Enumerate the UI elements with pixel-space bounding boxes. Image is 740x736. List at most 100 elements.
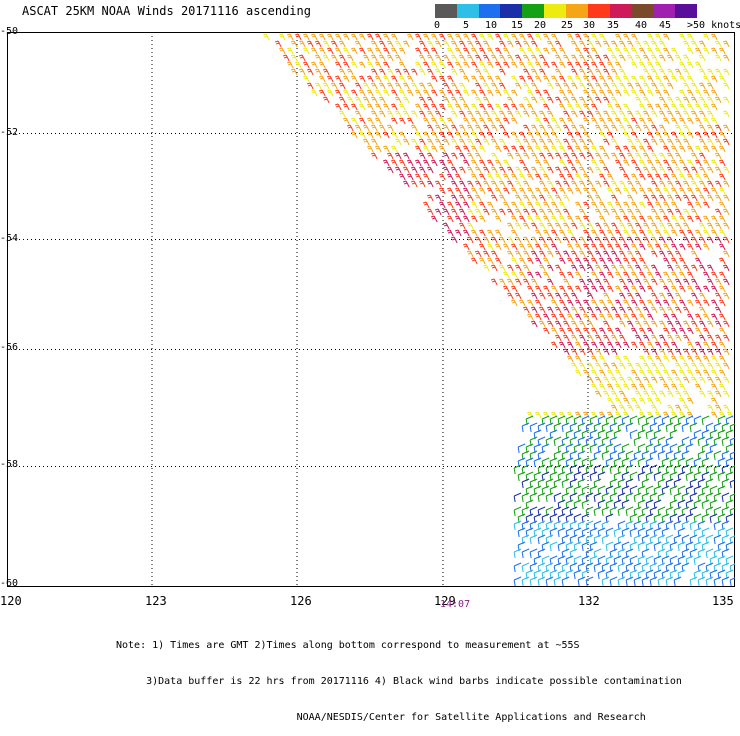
wind-barb <box>342 75 350 83</box>
wind-barb <box>682 404 690 412</box>
wind-barb <box>358 47 366 55</box>
wind-barb <box>458 222 466 230</box>
wind-barb <box>398 61 406 69</box>
wind-barb <box>642 320 650 328</box>
wind-barb <box>594 180 602 188</box>
wind-barb <box>538 320 546 328</box>
wind-barb <box>514 166 522 174</box>
wind-barb <box>574 145 582 153</box>
wind-barb <box>618 68 626 76</box>
wind-barb <box>658 278 666 286</box>
wind-barb <box>550 187 558 195</box>
wind-barb <box>562 250 570 258</box>
wind-barb <box>586 110 594 118</box>
wind-barb <box>538 236 546 244</box>
wind-barb <box>694 285 702 293</box>
wind-barb <box>590 47 598 55</box>
wind-barb <box>674 208 682 216</box>
wind-barb <box>682 110 690 118</box>
wind-barb <box>574 271 582 279</box>
wind-barb <box>558 257 566 265</box>
wind-barb <box>718 411 726 419</box>
wind-barb <box>502 89 510 97</box>
wind-barb <box>318 75 326 83</box>
wind-barb <box>354 110 362 118</box>
wind-barb <box>686 103 694 111</box>
wind-barb <box>510 257 518 265</box>
wind-barb <box>314 68 322 76</box>
wind-barb <box>594 54 602 62</box>
wind-barb <box>406 117 414 125</box>
wind-barb <box>718 271 726 279</box>
wind-barb <box>606 117 614 125</box>
wind-barb <box>478 131 486 139</box>
wind-barb <box>570 138 578 146</box>
wind-barb <box>626 292 634 300</box>
wind-barb <box>718 75 726 83</box>
wind-barb <box>598 285 606 293</box>
wind-barb <box>570 292 578 300</box>
wind-barb <box>602 348 610 356</box>
wind-barb <box>654 341 662 349</box>
wind-barb <box>350 103 358 111</box>
wind-barb <box>482 96 490 104</box>
wind-barb <box>454 61 462 69</box>
wind-barb <box>426 208 434 216</box>
wind-barb <box>622 397 630 405</box>
wind-barb <box>646 187 654 195</box>
wind-barb <box>669 485 678 496</box>
wind-barb <box>526 75 534 83</box>
wind-barb <box>590 201 598 209</box>
wind-barb <box>598 369 606 377</box>
wind-barb <box>702 159 710 167</box>
wind-barb <box>430 61 438 69</box>
legend-swatch <box>609 4 632 18</box>
wind-barb <box>526 145 534 153</box>
wind-barb <box>398 103 406 111</box>
wind-barb <box>678 411 686 419</box>
wind-barb <box>386 40 394 48</box>
wind-barb <box>534 285 542 293</box>
wind-barb <box>573 569 582 580</box>
wind-barb <box>378 96 386 104</box>
wind-barb <box>686 187 694 195</box>
wind-barb <box>514 82 522 90</box>
wind-barb <box>642 236 650 244</box>
wind-barb <box>666 166 674 174</box>
wind-barb <box>662 411 670 419</box>
wind-barb <box>646 327 654 335</box>
wind-barb <box>426 96 434 104</box>
wind-barb <box>582 257 590 265</box>
wind-barb <box>654 33 662 41</box>
wind-barb <box>654 75 662 83</box>
wind-barb <box>598 355 606 363</box>
wind-barb <box>718 159 726 167</box>
wind-barb <box>610 334 618 342</box>
wind-barb <box>314 54 322 62</box>
wind-barb <box>606 383 614 391</box>
wind-barb <box>686 313 694 321</box>
wind-barb <box>698 334 706 342</box>
wind-barb <box>546 278 554 286</box>
wind-barb <box>370 138 378 146</box>
wind-barb <box>546 306 554 314</box>
wind-barb <box>478 257 486 265</box>
wind-barb <box>650 180 658 188</box>
wind-barb <box>598 33 606 41</box>
wind-barb <box>390 89 398 97</box>
wind-barb <box>410 180 418 188</box>
wind-barb <box>390 131 398 139</box>
wind-barb <box>422 159 430 167</box>
wind-barb <box>594 334 602 342</box>
wind-barb <box>482 68 490 76</box>
wind-barb <box>482 250 490 258</box>
wind-barb <box>502 173 510 181</box>
wind-barb <box>498 180 506 188</box>
wind-barb <box>622 47 630 55</box>
wind-barb <box>466 110 474 118</box>
wind-barb <box>634 334 642 342</box>
wind-barb <box>570 264 578 272</box>
wind-barb <box>634 292 642 300</box>
wind-barb <box>594 40 602 48</box>
wind-barb <box>474 54 482 62</box>
